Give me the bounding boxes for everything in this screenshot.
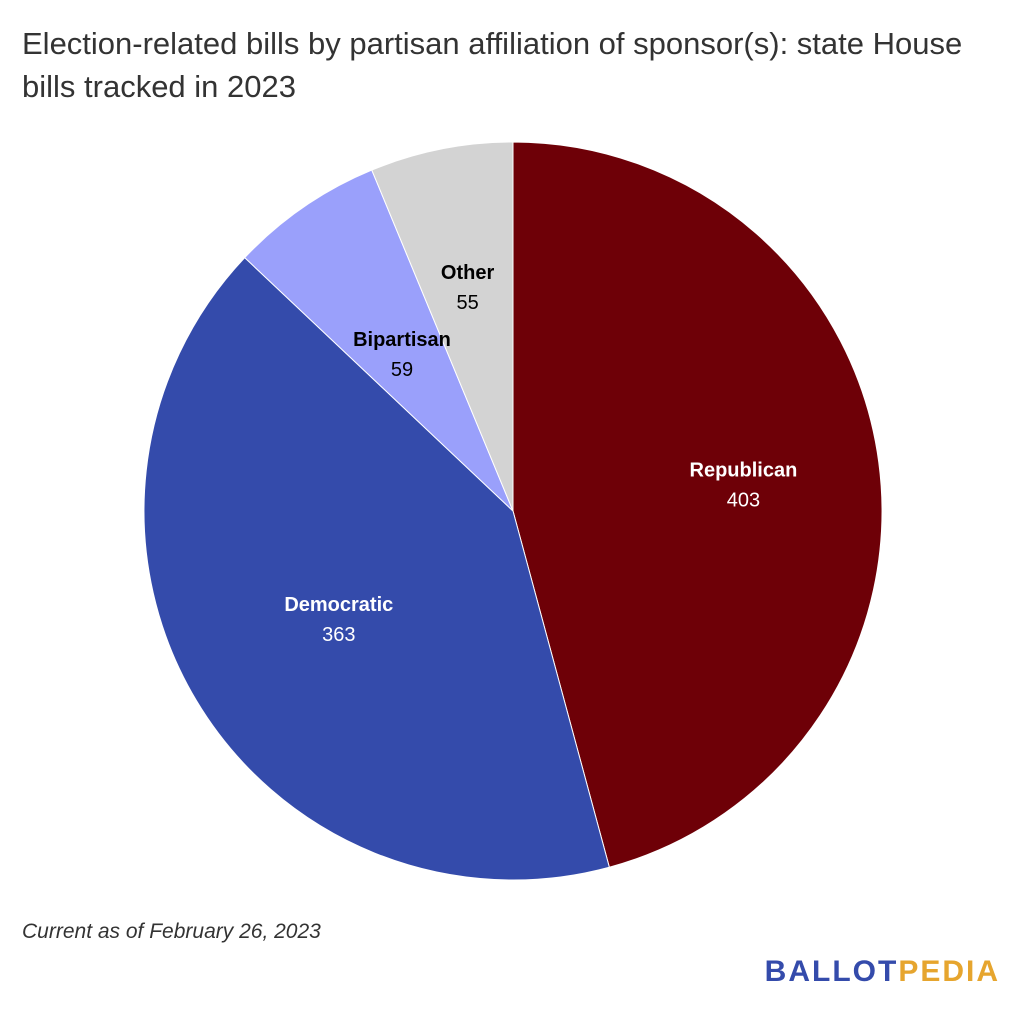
slice-label-republican: Republican	[690, 459, 798, 481]
pie-slice-bipartisan	[244, 169, 514, 512]
logo-part-pedia: PEDIA	[898, 955, 1000, 988]
footnote: Current as of February 26, 2023	[22, 920, 321, 943]
slice-value-other: 55	[456, 292, 478, 314]
pie-slice-democratic	[143, 256, 610, 881]
pie-slice-other	[371, 141, 514, 512]
chart-title: Election-related bills by partisan affil…	[22, 26, 963, 104]
slice-label-democratic: Democratic	[284, 594, 393, 616]
slice-value-democratic: 363	[322, 624, 355, 646]
slice-value-bipartisan: 59	[391, 359, 413, 381]
ballotpedia-logo: BALLOTPEDIA	[765, 955, 1000, 989]
slice-label-other: Other	[441, 262, 495, 284]
slice-value-republican: 403	[727, 489, 760, 511]
pie-slices	[143, 141, 883, 881]
slice-label-bipartisan: Bipartisan	[353, 329, 451, 351]
logo-part-ballot: BALLOT	[764, 955, 899, 988]
pie-slice-republican	[512, 141, 883, 868]
pie-labels: Republican 403 Democratic 363 Bipartisan 59 Ot…	[284, 262, 797, 646]
